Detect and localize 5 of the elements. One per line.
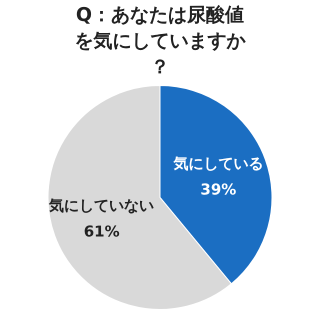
data-label: 39% [200,180,236,198]
slice-label: 気にしている [172,154,264,172]
slice-label: 気にしていない [48,196,154,214]
data-label: 61% [84,222,120,240]
chart-title: Q：あなたは尿酸値を気にしていますか？ [74,4,246,78]
